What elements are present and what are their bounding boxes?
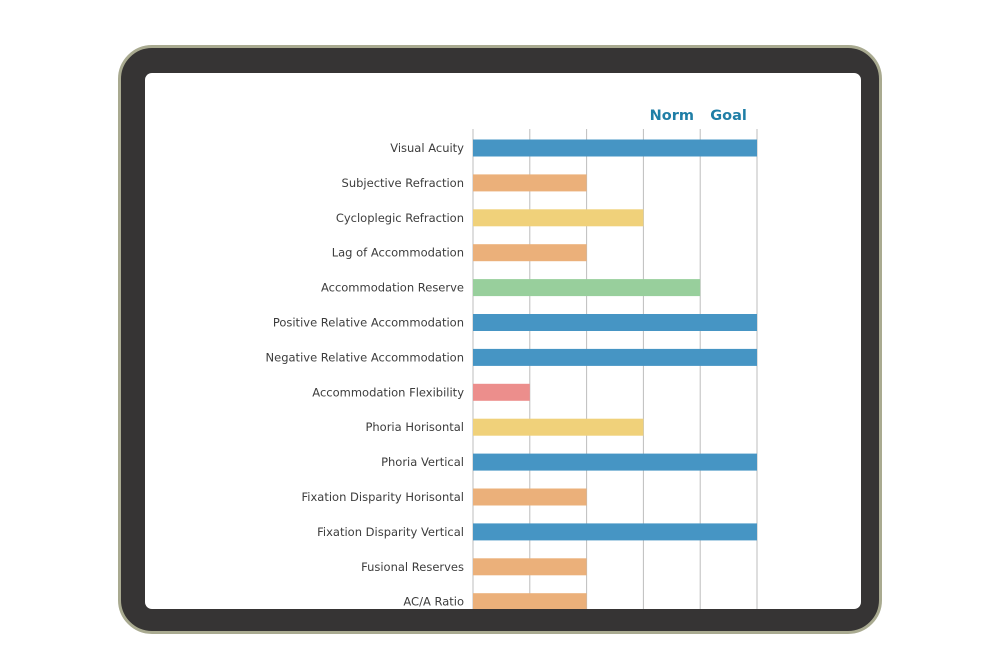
bar-positive-relative-accommodation bbox=[473, 314, 757, 331]
bar-phoria-vertical bbox=[473, 453, 757, 471]
bar-ac-a-ratio bbox=[473, 593, 587, 609]
category-label-accommodation-reserve: Accommodation Reserve bbox=[321, 281, 464, 295]
category-label-phoria-vertical: Phoria Vertical bbox=[381, 455, 464, 469]
bar-accommodation-flexibility bbox=[473, 383, 530, 401]
bar-visual-acuity bbox=[473, 139, 757, 157]
category-label-phoria-horisontal: Phoria Horisontal bbox=[365, 420, 464, 434]
tablet-device-frame: Visual Acuity Subjective Refraction Cyclop… bbox=[118, 45, 882, 634]
column-headers: Norm Goal bbox=[650, 108, 747, 124]
bar-chart: Visual Acuity Subjective Refraction Cyclop… bbox=[266, 108, 758, 609]
bar-cycloplegic-refraction bbox=[473, 209, 644, 227]
bar-accommodation-reserve bbox=[473, 279, 701, 297]
category-label-accommodation-flexibility: Accommodation Flexibility bbox=[312, 385, 464, 399]
category-labels: Visual Acuity Subjective Refraction Cyclop… bbox=[266, 141, 465, 609]
column-header-norm: Norm bbox=[650, 108, 694, 124]
bar-lag-of-accommodation bbox=[473, 244, 587, 262]
category-label-cycloplegic-refraction: Cycloplegic Refraction bbox=[336, 211, 464, 225]
category-label-fixation-disparity-horisontal: Fixation Disparity Horisontal bbox=[302, 490, 464, 504]
category-label-fusional-reserves: Fusional Reserves bbox=[361, 560, 464, 574]
category-label-ac-a-ratio: AC/A Ratio bbox=[403, 595, 464, 609]
tablet-screen: Visual Acuity Subjective Refraction Cyclop… bbox=[145, 73, 861, 609]
bars bbox=[473, 139, 757, 609]
bar-subjective-refraction bbox=[473, 174, 587, 192]
category-label-lag-of-accommodation: Lag of Accommodation bbox=[332, 246, 464, 260]
bar-fusional-reserves bbox=[473, 558, 587, 576]
category-label-negative-relative-accommodation: Negative Relative Accommodation bbox=[266, 350, 464, 364]
bar-fixation-disparity-vertical bbox=[473, 523, 757, 541]
category-label-positive-relative-accommodation: Positive Relative Accommodation bbox=[273, 316, 464, 330]
column-header-goal: Goal bbox=[710, 108, 747, 124]
category-label-subjective-refraction: Subjective Refraction bbox=[342, 176, 464, 190]
bar-negative-relative-accommodation bbox=[473, 348, 757, 366]
bar-phoria-horisontal bbox=[473, 418, 644, 436]
category-label-visual-acuity: Visual Acuity bbox=[390, 141, 464, 155]
category-label-fixation-disparity-vertical: Fixation Disparity Vertical bbox=[317, 525, 464, 539]
bar-fixation-disparity-horisontal bbox=[473, 488, 587, 506]
